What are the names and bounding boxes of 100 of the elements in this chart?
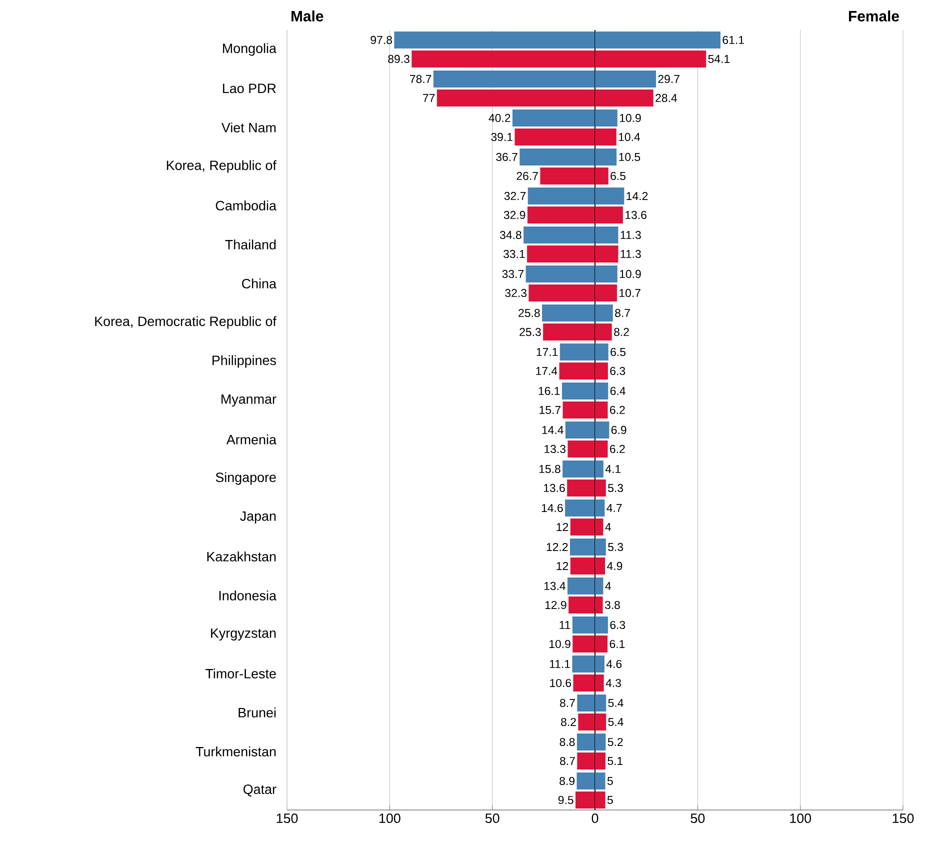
data-label: 16.1 <box>538 386 560 396</box>
data-label: 28.4 <box>656 94 677 102</box>
x-tick-label: 50 <box>690 814 705 824</box>
y-tick-label: Armenia <box>226 434 276 444</box>
data-label: 4.3 <box>606 678 621 688</box>
data-label: 11 <box>560 621 570 629</box>
data-label: 4 <box>605 582 611 590</box>
data-label: 14.6 <box>542 504 563 512</box>
data-label: 12.2 <box>546 542 568 551</box>
data-label: 5.2 <box>608 738 623 746</box>
data-label: 6.2 <box>610 444 625 454</box>
y-tick-label: Cambodia <box>216 200 276 210</box>
data-label: 4.6 <box>606 660 622 668</box>
data-label: 32.7 <box>504 192 526 200</box>
data-label: 40.2 <box>488 114 510 122</box>
y-tick-label: Philippines <box>212 355 276 368</box>
x-tick-label: 150 <box>892 814 914 824</box>
y-tick-label: Korea, Democratic Republic of <box>95 316 276 329</box>
data-label: 25.3 <box>520 328 541 336</box>
data-label: 33.7 <box>502 270 524 278</box>
data-label: 10.5 <box>619 152 640 162</box>
x-tick-label: 50 <box>485 814 500 824</box>
data-label: 8.2 <box>614 328 629 336</box>
y-tick-label: Viet Nam <box>221 122 276 132</box>
data-label: 8.7 <box>615 308 630 318</box>
data-label: 13.6 <box>626 210 646 220</box>
y-tick-label: Singapore <box>216 472 276 485</box>
data-label: 6.3 <box>610 620 626 630</box>
x-tick-label: 100 <box>379 814 400 824</box>
data-label: 12 <box>556 522 568 531</box>
y-tick-label: Myanmar <box>222 394 276 407</box>
data-label: 5.4 <box>608 718 624 726</box>
data-label: 12.9 <box>545 600 566 610</box>
data-label: 97.8 <box>370 36 392 44</box>
data-label: 4.9 <box>607 562 622 570</box>
data-label: 77 <box>423 94 435 102</box>
data-label: 10.9 <box>620 114 641 122</box>
data-label: 33.1 <box>503 250 525 258</box>
data-label: 11.3 <box>620 230 641 240</box>
data-label: 8.9 <box>560 776 574 786</box>
data-label: 11.3 <box>620 250 641 258</box>
data-label: 5.3 <box>608 542 624 552</box>
data-label: 6.3 <box>610 366 626 376</box>
data-label: 4 <box>605 523 611 531</box>
data-label: 6.1 <box>610 640 625 648</box>
y-tick-label: Lao PDR <box>223 84 276 94</box>
data-label: 6.5 <box>610 172 626 180</box>
data-label: 5.4 <box>608 699 624 707</box>
data-label: 9.5 <box>558 796 574 804</box>
data-label: 11.1 <box>550 660 570 668</box>
data-label: 12 <box>556 562 568 570</box>
y-tick-label: China <box>242 278 276 288</box>
data-label: 32.3 <box>505 288 526 298</box>
data-label: 5.1 <box>608 757 623 765</box>
data-label: 10.7 <box>620 288 640 298</box>
data-label: 8.8 <box>560 738 575 746</box>
data-label: 6.2 <box>610 406 625 414</box>
data-label: 5 <box>607 796 613 804</box>
data-label: 10.9 <box>550 640 570 648</box>
data-label: 13.6 <box>544 484 565 492</box>
y-tick-label: Japan <box>240 511 276 524</box>
data-label: 13.3 <box>544 444 566 454</box>
x-tick-label: 150 <box>276 814 298 824</box>
data-label: 14.2 <box>626 192 648 200</box>
data-label: 29.7 <box>658 74 680 84</box>
data-label: 6.5 <box>610 348 626 356</box>
chart-title: Female <box>848 10 899 22</box>
y-tick-label: Mongolia <box>223 43 276 56</box>
data-label: 89.3 <box>388 54 410 64</box>
data-label: 25.8 <box>518 308 540 318</box>
y-tick-label: Korea, Republic of <box>166 160 276 173</box>
data-label: 54.1 <box>708 55 730 63</box>
data-label: 3.8 <box>604 600 620 610</box>
y-tick-label: Kazakhstan <box>207 552 276 562</box>
y-tick-label: Timor-Leste <box>206 668 276 678</box>
x-tick-label: 0 <box>592 814 598 824</box>
data-label: 26.7 <box>516 172 538 180</box>
data-label: 78.7 <box>410 74 432 84</box>
data-label: 15.8 <box>539 464 560 474</box>
data-label: 14.4 <box>542 426 564 434</box>
data-label: 10.4 <box>618 132 640 142</box>
y-tick-label: Qatar <box>243 784 276 796</box>
y-tick-label: Turkmenistan <box>196 746 276 756</box>
data-label: 8.7 <box>560 698 575 708</box>
data-label: 8.2 <box>561 718 576 726</box>
data-label: 6.9 <box>611 426 626 434</box>
data-label: 6.4 <box>610 386 626 396</box>
data-label: 34.8 <box>500 230 522 240</box>
data-label: 17.4 <box>536 367 558 375</box>
chart-title: Male <box>292 10 324 22</box>
data-label: 4.7 <box>606 504 622 512</box>
data-label: 10.6 <box>550 678 572 688</box>
data-label: 13.4 <box>544 582 566 590</box>
x-tick-label: 100 <box>790 814 812 824</box>
data-label: 10.9 <box>620 270 641 278</box>
data-label: 39.1 <box>491 132 512 142</box>
data-label: 32.9 <box>504 210 526 220</box>
data-label: 5.3 <box>608 484 624 492</box>
data-label: 4.1 <box>605 465 620 473</box>
data-label: 5 <box>607 777 613 785</box>
